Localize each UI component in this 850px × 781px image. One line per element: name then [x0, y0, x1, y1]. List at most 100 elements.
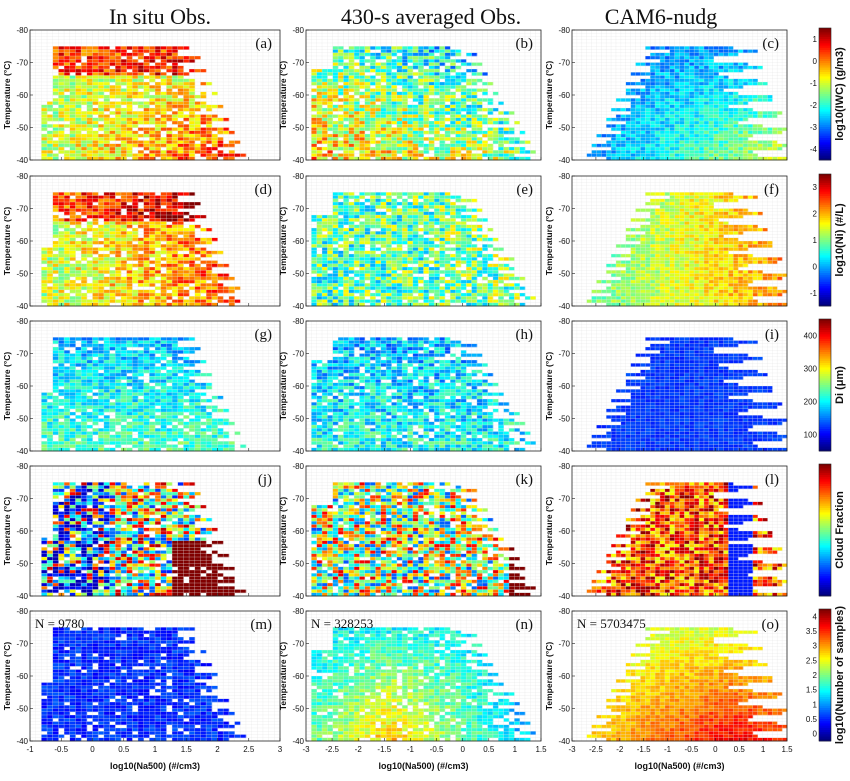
heatmap-cell — [412, 130, 419, 135]
heatmap-cell — [109, 104, 116, 109]
heatmap-cell — [713, 49, 719, 54]
heatmap-cell — [81, 65, 88, 70]
heatmap-cell — [611, 127, 617, 132]
heatmap-cell — [752, 82, 758, 86]
heatmap-cell — [386, 267, 392, 271]
heatmap-cell — [630, 108, 636, 112]
heatmap-cell — [41, 150, 48, 154]
heatmap-cell — [428, 231, 435, 235]
heatmap-cell — [396, 276, 403, 281]
heatmap-cell — [386, 244, 392, 248]
heatmap-cell — [679, 130, 685, 135]
heatmap-cell — [332, 95, 339, 99]
heatmap-cell — [386, 153, 392, 158]
heatmap-cell — [311, 244, 317, 248]
heatmap-cell — [402, 192, 408, 196]
heatmap-cell — [98, 124, 105, 128]
heatmap-cell — [194, 69, 201, 73]
heatmap-cell — [713, 98, 719, 102]
heatmap-cell — [155, 302, 161, 307]
heatmap-cell — [172, 111, 179, 115]
heatmap-cell — [149, 88, 156, 93]
heatmap-cell — [630, 101, 636, 106]
heatmap-cell — [450, 211, 456, 216]
heatmap-cell — [120, 127, 127, 132]
heatmap-cell — [747, 78, 754, 83]
heatmap-cell — [160, 156, 167, 161]
heatmap-cell — [640, 140, 646, 145]
heatmap-cell — [86, 273, 93, 278]
heatmap-cell — [155, 153, 161, 158]
heatmap-cell — [322, 127, 328, 132]
heatmap-cell — [359, 95, 366, 99]
heatmap-cell — [444, 130, 451, 135]
heatmap-cell — [718, 121, 724, 125]
heatmap-cell — [752, 140, 758, 145]
heatmap-cell — [189, 192, 196, 196]
heatmap-cell — [402, 62, 408, 67]
heatmap-cell — [348, 263, 355, 268]
heatmap-cell — [762, 114, 768, 119]
heatmap-cell — [109, 111, 116, 115]
heatmap-cell — [98, 156, 105, 161]
heatmap-cell — [359, 192, 366, 196]
heatmap-cell — [52, 302, 59, 307]
heatmap-cell — [103, 150, 110, 154]
heatmap-cell — [81, 52, 88, 57]
heatmap-cell — [115, 137, 122, 141]
heatmap-cell — [120, 247, 127, 252]
heatmap-cell — [679, 91, 685, 96]
heatmap-cell — [482, 218, 488, 222]
heatmap-cell — [217, 250, 224, 255]
heatmap-cell — [728, 150, 734, 154]
heatmap-cell — [126, 75, 133, 80]
heatmap-cell — [132, 153, 139, 158]
heatmap-cell — [476, 263, 483, 268]
heatmap-cell — [703, 95, 710, 99]
heatmap-cell — [137, 283, 144, 287]
heatmap-cell — [206, 147, 213, 151]
heatmap-cell — [655, 62, 661, 67]
heatmap-cell — [396, 56, 403, 60]
heatmap-cell — [428, 82, 435, 86]
heatmap-cell — [402, 121, 408, 125]
heatmap-cell — [189, 276, 196, 281]
heatmap-cell — [64, 270, 71, 274]
heatmap-cell — [423, 192, 430, 196]
y-tick-label: -70 — [292, 59, 304, 68]
heatmap-cell — [747, 108, 754, 112]
heatmap-cell — [234, 140, 241, 145]
heatmap-cell — [364, 82, 371, 86]
colorbar-tick-label: -4 — [810, 145, 818, 154]
heatmap-cell — [418, 228, 424, 232]
heatmap-cell — [402, 137, 408, 141]
heatmap-cell — [177, 91, 184, 96]
heatmap-cell — [332, 273, 339, 278]
heatmap-cell — [767, 111, 773, 115]
heatmap-cell — [364, 75, 371, 80]
heatmap-cell — [359, 215, 366, 219]
heatmap-cell — [428, 211, 435, 216]
heatmap-cell — [343, 254, 350, 258]
heatmap-cell — [718, 82, 724, 86]
heatmap-cell — [343, 147, 350, 151]
heatmap-cell — [439, 195, 446, 200]
heatmap-cell — [103, 85, 110, 89]
heatmap-cell — [460, 228, 467, 232]
heatmap-cell — [718, 137, 724, 141]
heatmap-cell — [177, 257, 184, 261]
heatmap-cell — [120, 153, 127, 158]
heatmap-cell — [103, 202, 110, 206]
heatmap-cell — [311, 134, 317, 138]
heatmap-cell — [519, 276, 526, 281]
heatmap-cell — [391, 202, 398, 206]
heatmap-cell — [75, 202, 82, 206]
heatmap-cell — [713, 62, 719, 67]
heatmap-cell — [684, 72, 690, 76]
heatmap-cell — [338, 192, 344, 196]
heatmap-cell — [69, 221, 76, 226]
heatmap-cell — [86, 78, 93, 83]
heatmap-cell — [160, 65, 167, 70]
heatmap-cell — [407, 143, 414, 148]
heatmap-cell — [466, 143, 472, 148]
